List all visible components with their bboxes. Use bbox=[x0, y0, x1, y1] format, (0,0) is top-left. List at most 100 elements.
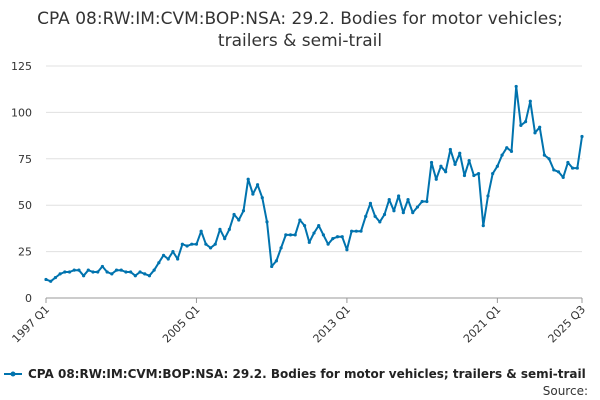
data-point[interactable] bbox=[331, 237, 335, 241]
data-point[interactable] bbox=[161, 253, 166, 257]
data-point[interactable] bbox=[326, 242, 330, 246]
data-point[interactable] bbox=[86, 268, 90, 272]
data-point[interactable] bbox=[538, 125, 542, 129]
data-point[interactable] bbox=[223, 237, 227, 241]
data-point[interactable] bbox=[232, 212, 236, 217]
data-point[interactable] bbox=[570, 166, 575, 170]
data-point[interactable] bbox=[528, 99, 532, 103]
data-point[interactable] bbox=[91, 270, 95, 274]
data-point[interactable] bbox=[58, 272, 62, 276]
data-point[interactable] bbox=[237, 218, 241, 222]
data-point[interactable] bbox=[157, 261, 161, 265]
data-point[interactable] bbox=[429, 160, 434, 165]
data-point[interactable] bbox=[185, 244, 189, 248]
data-point[interactable] bbox=[166, 257, 170, 261]
data-point[interactable] bbox=[566, 160, 570, 165]
data-point[interactable] bbox=[458, 151, 462, 155]
data-point[interactable] bbox=[523, 120, 528, 124]
data-point[interactable] bbox=[72, 268, 76, 272]
data-point[interactable] bbox=[44, 277, 48, 282]
data-point[interactable] bbox=[406, 198, 410, 202]
data-point[interactable] bbox=[378, 220, 382, 224]
data-point[interactable] bbox=[411, 211, 415, 215]
data-point[interactable] bbox=[472, 173, 476, 178]
data-point[interactable] bbox=[133, 274, 137, 278]
data-point[interactable] bbox=[147, 274, 152, 278]
data-point[interactable] bbox=[274, 259, 278, 263]
data-point[interactable] bbox=[100, 264, 105, 269]
data-point[interactable] bbox=[462, 173, 467, 178]
data-point[interactable] bbox=[129, 270, 133, 274]
data-point[interactable] bbox=[387, 198, 391, 202]
data-point[interactable] bbox=[279, 246, 283, 250]
data-point[interactable] bbox=[124, 270, 128, 274]
data-point[interactable] bbox=[312, 231, 316, 235]
data-point[interactable] bbox=[138, 270, 142, 274]
data-point[interactable] bbox=[364, 214, 368, 218]
data-point[interactable] bbox=[340, 235, 344, 239]
data-point[interactable] bbox=[77, 268, 81, 272]
data-point[interactable] bbox=[491, 172, 495, 176]
data-point[interactable] bbox=[194, 242, 199, 246]
data-point[interactable] bbox=[284, 233, 288, 237]
data-point[interactable] bbox=[382, 212, 387, 217]
data-point[interactable] bbox=[255, 183, 260, 187]
data-point[interactable] bbox=[425, 199, 429, 204]
data-point[interactable] bbox=[321, 233, 326, 237]
data-point[interactable] bbox=[218, 227, 222, 231]
data-point[interactable] bbox=[204, 242, 208, 246]
data-point[interactable] bbox=[265, 220, 269, 224]
data-point[interactable] bbox=[397, 194, 401, 198]
data-point[interactable] bbox=[335, 235, 340, 239]
data-point[interactable] bbox=[350, 229, 354, 233]
data-point[interactable] bbox=[270, 264, 274, 269]
data-point[interactable] bbox=[533, 131, 537, 135]
data-point[interactable] bbox=[392, 209, 396, 213]
data-point[interactable] bbox=[495, 164, 499, 168]
data-point[interactable] bbox=[96, 270, 100, 274]
data-point[interactable] bbox=[481, 224, 485, 228]
data-point[interactable] bbox=[373, 214, 377, 218]
data-point[interactable] bbox=[288, 233, 293, 237]
data-point[interactable] bbox=[176, 257, 180, 261]
data-point[interactable] bbox=[317, 224, 321, 228]
data-point[interactable] bbox=[542, 153, 546, 157]
legend-label[interactable]: CPA 08:RW:IM:CVM:BOP:NSA: 29.2. Bodies f… bbox=[28, 367, 586, 381]
data-point[interactable] bbox=[509, 149, 514, 153]
data-point[interactable] bbox=[552, 168, 556, 172]
data-point[interactable] bbox=[434, 177, 438, 181]
data-point[interactable] bbox=[307, 240, 311, 244]
data-point[interactable] bbox=[246, 177, 250, 181]
data-point[interactable] bbox=[453, 162, 457, 166]
data-point[interactable] bbox=[444, 170, 448, 174]
data-point[interactable] bbox=[114, 268, 119, 272]
data-point[interactable] bbox=[119, 268, 123, 272]
data-point[interactable] bbox=[213, 242, 217, 246]
data-point[interactable] bbox=[143, 272, 147, 276]
data-point[interactable] bbox=[476, 172, 481, 176]
data-point[interactable] bbox=[486, 194, 490, 198]
data-point[interactable] bbox=[293, 233, 297, 237]
data-point[interactable] bbox=[241, 209, 246, 213]
data-point[interactable] bbox=[439, 164, 443, 168]
data-point[interactable] bbox=[420, 199, 424, 204]
data-point[interactable] bbox=[302, 224, 307, 228]
data-point[interactable] bbox=[63, 270, 67, 274]
data-point[interactable] bbox=[575, 166, 579, 170]
data-point[interactable] bbox=[401, 211, 405, 215]
data-point[interactable] bbox=[82, 274, 86, 278]
data-point[interactable] bbox=[368, 201, 373, 205]
data-point[interactable] bbox=[53, 275, 58, 280]
data-point[interactable] bbox=[561, 175, 565, 179]
data-point[interactable] bbox=[556, 170, 561, 174]
data-point[interactable] bbox=[199, 229, 203, 233]
data-point[interactable] bbox=[190, 242, 194, 246]
data-point[interactable] bbox=[354, 229, 358, 233]
data-point[interactable] bbox=[505, 146, 509, 150]
data-point[interactable] bbox=[110, 272, 114, 276]
data-point[interactable] bbox=[519, 123, 523, 127]
data-point[interactable] bbox=[448, 147, 452, 152]
data-point[interactable] bbox=[49, 279, 53, 283]
data-point[interactable] bbox=[298, 218, 302, 222]
data-point[interactable] bbox=[359, 229, 363, 233]
